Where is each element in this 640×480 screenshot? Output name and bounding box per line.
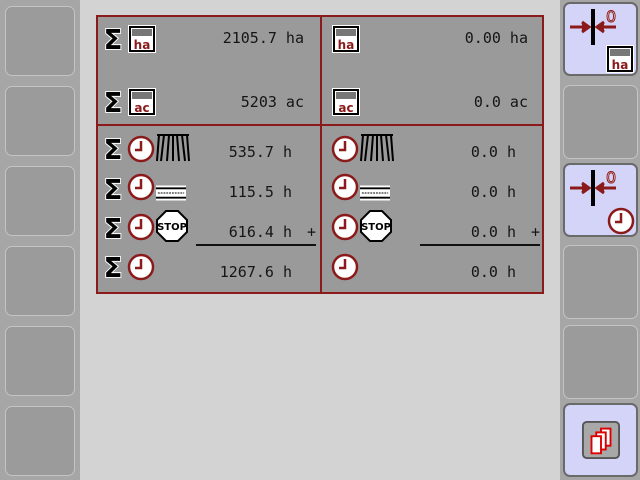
road-icon [360,183,390,203]
total-time-spreading: 535.7 h [228,143,292,161]
total-area-ha: 2105.7 ha [222,29,304,47]
total-time-total: 1267.6 h [219,263,292,281]
acre-icon [331,87,361,117]
hectare-icon [127,24,157,54]
clock-icon [331,213,359,241]
spreading-fan-icon [359,133,395,163]
sigma-icon [102,88,124,116]
softkey-empty[interactable] [563,245,638,319]
road-icon [156,183,186,203]
softkey-empty[interactable] [5,166,75,236]
trip-time-total: 0.0 h [470,263,516,281]
sigma-icon [102,175,124,203]
acre-icon [127,87,157,117]
sum-line [196,244,316,246]
reset-area-button[interactable] [563,2,638,76]
softkey-empty[interactable] [5,6,75,76]
clock-icon [127,213,155,241]
clock-icon [127,253,155,281]
clock-icon [331,253,359,281]
column-divider [320,17,322,292]
softkey-empty[interactable] [5,86,75,156]
trip-time-transport: 0.0 h [470,183,516,201]
softkey-empty[interactable] [5,406,75,476]
reset-counter-icon [568,168,618,208]
counter-table: 2105.7 ha 5203 ac 535.7 h 115.5 h 616.4 … [96,15,544,294]
clock-icon [607,207,635,235]
clock-icon [331,135,359,163]
sigma-icon [102,214,124,242]
sum-sign: + [307,223,317,241]
reset-time-button[interactable] [563,163,638,237]
clock-icon [331,173,359,201]
stop-sign-icon [156,210,188,242]
reset-counter-icon [568,7,618,47]
hectare-icon [605,44,635,74]
sum-line [420,244,540,246]
right-softkey-bar [560,0,640,480]
sigma-icon [102,135,124,163]
trip-area-ha: 0.00 ha [464,29,528,47]
stop-sign-icon [360,210,392,242]
left-softkey-bar [0,0,80,480]
row-divider [98,124,542,126]
total-time-stop: 616.4 h [228,223,292,241]
softkey-empty[interactable] [563,85,638,159]
total-area-ac: 5203 ac [240,93,304,111]
clock-icon [127,173,155,201]
sigma-icon [102,25,124,53]
trip-area-ac: 0.0 ac [473,93,528,111]
clock-icon [127,135,155,163]
spreading-fan-icon [155,133,191,163]
sum-sign: + [531,223,541,241]
total-time-transport: 115.5 h [228,183,292,201]
copy-pages-icon [582,421,620,459]
page-switch-button[interactable] [563,403,638,477]
softkey-empty[interactable] [563,325,638,399]
trip-time-stop: 0.0 h [470,223,516,241]
softkey-empty[interactable] [5,246,75,316]
trip-time-spreading: 0.0 h [470,143,516,161]
hectare-icon [331,24,361,54]
sigma-icon [102,253,124,281]
softkey-empty[interactable] [5,326,75,396]
